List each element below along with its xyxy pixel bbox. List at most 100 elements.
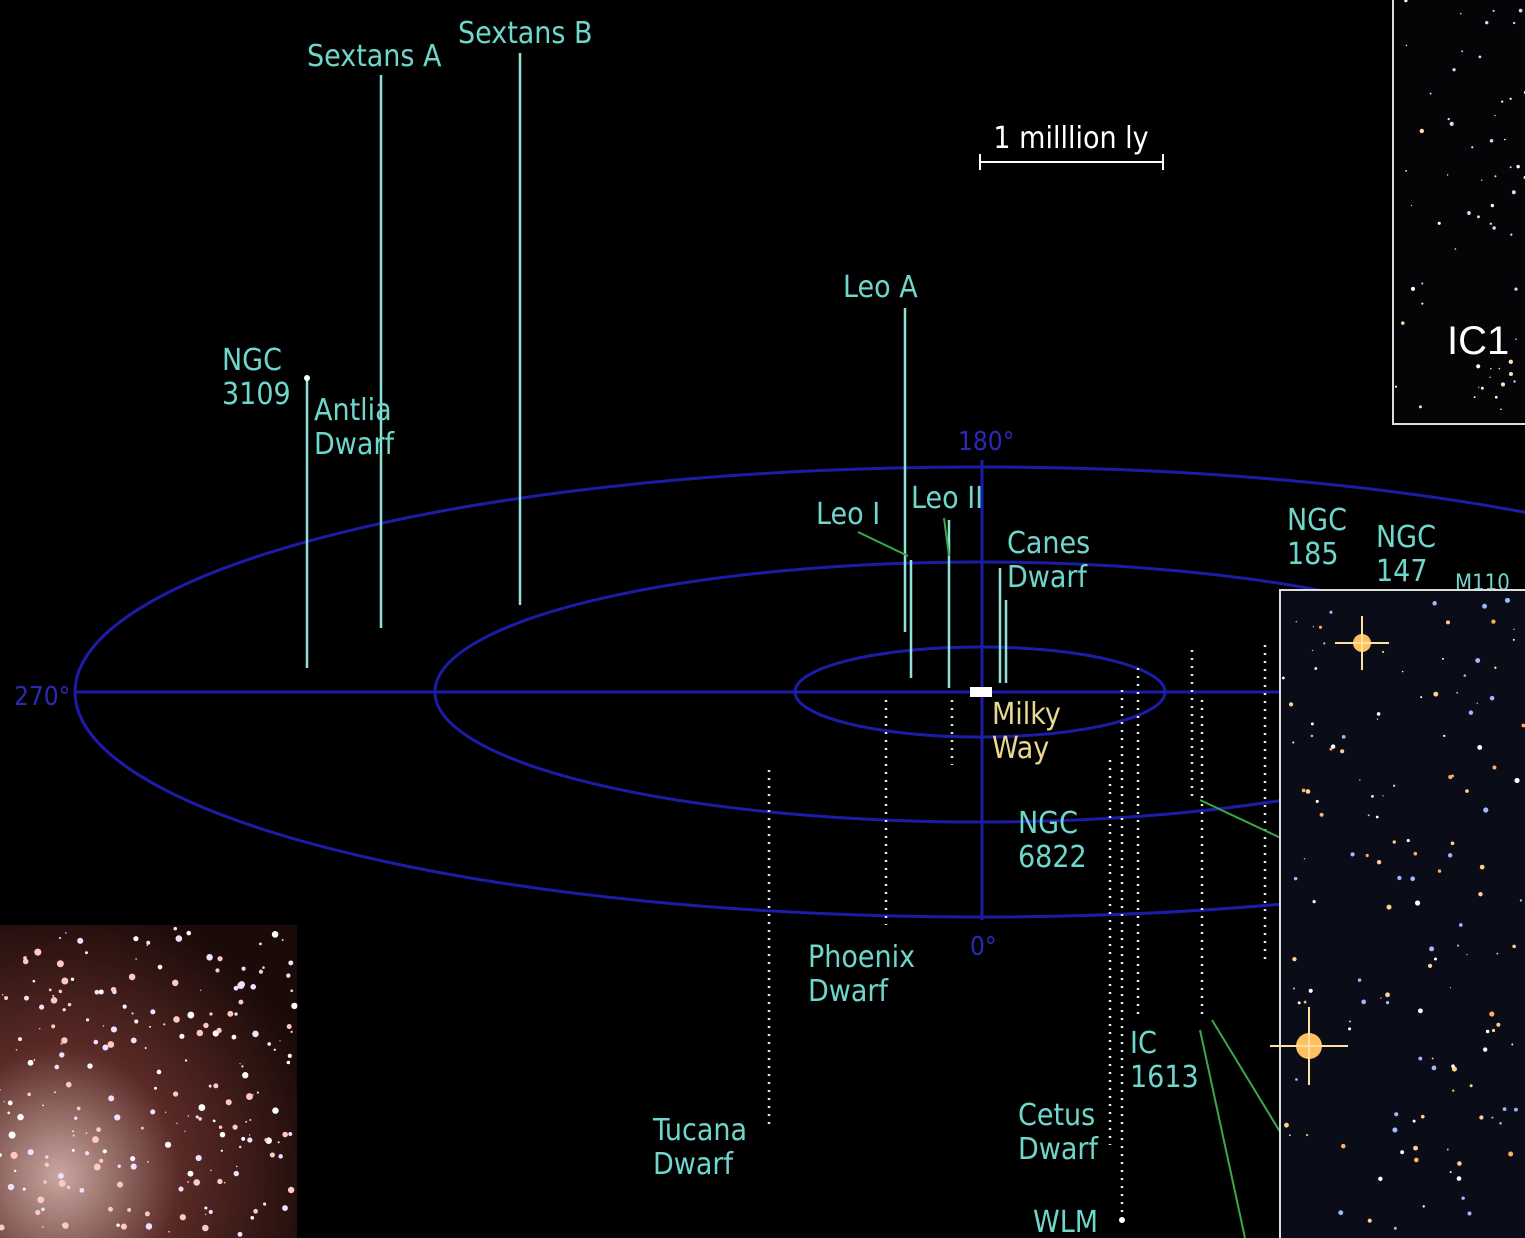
- star: [1433, 957, 1437, 961]
- star: [102, 1044, 109, 1051]
- star: [1314, 667, 1318, 670]
- star: [195, 1115, 199, 1119]
- star: [1513, 628, 1515, 631]
- star: [54, 1064, 60, 1070]
- star: [52, 994, 55, 997]
- star: [1477, 215, 1480, 219]
- star: [1456, 944, 1460, 947]
- star: [1508, 359, 1513, 364]
- star: [117, 1164, 121, 1168]
- star: [1456, 691, 1459, 694]
- star: [99, 1158, 104, 1163]
- star: [58, 989, 63, 994]
- star: [208, 1209, 213, 1215]
- star: [1394, 385, 1398, 388]
- star: [23, 995, 29, 1001]
- star: [1303, 858, 1306, 860]
- star: [15, 1049, 18, 1051]
- star: [1510, 233, 1513, 236]
- milky-way-marker: [970, 687, 992, 697]
- star: [1330, 744, 1336, 749]
- star: [1427, 963, 1433, 968]
- star: [120, 1223, 127, 1230]
- star: [198, 1104, 206, 1111]
- star: [1491, 619, 1496, 624]
- star: [1446, 1148, 1449, 1151]
- star: [1414, 1157, 1419, 1163]
- star: [216, 1027, 222, 1034]
- star: [0, 1224, 5, 1231]
- star: [1312, 900, 1316, 904]
- star: [34, 948, 42, 956]
- star: [1496, 952, 1499, 955]
- star: [1521, 723, 1525, 728]
- star: [1478, 891, 1483, 897]
- star: [35, 1209, 41, 1216]
- angle-label: 180°: [958, 427, 1014, 457]
- star: [1350, 852, 1355, 857]
- star: [247, 1137, 253, 1143]
- star: [1459, 12, 1462, 15]
- star: [1292, 987, 1296, 990]
- star: [1490, 368, 1492, 370]
- star: [1461, 50, 1464, 53]
- galaxy-label: Canes: [1007, 526, 1090, 561]
- star: [27, 1092, 31, 1097]
- star: [1465, 789, 1469, 793]
- star: [1281, 676, 1285, 680]
- inset-frame: [0, 925, 297, 1238]
- star: [1319, 812, 1324, 817]
- star: [1498, 367, 1501, 370]
- star: [278, 1154, 283, 1159]
- galaxy-label: Sextans B: [458, 16, 593, 51]
- star: [1479, 864, 1485, 870]
- star: [212, 1119, 216, 1123]
- star: [259, 942, 262, 946]
- star: [110, 986, 117, 993]
- star: [223, 1181, 226, 1184]
- star: [1400, 1150, 1405, 1155]
- star: [62, 1008, 66, 1012]
- star: [1406, 838, 1410, 843]
- pointer: [1211, 1019, 1286, 1141]
- inset-frame: [1392, 0, 1525, 425]
- star: [1518, 8, 1523, 13]
- star: [144, 1046, 147, 1050]
- star: [1504, 597, 1510, 603]
- star: [289, 1188, 292, 1191]
- star: [1466, 953, 1468, 956]
- star: [237, 982, 245, 990]
- star: [281, 938, 284, 941]
- star: [173, 926, 178, 931]
- star: [1445, 620, 1450, 625]
- star: [54, 1091, 56, 1094]
- star: [288, 960, 294, 966]
- star: [157, 964, 163, 970]
- star: [96, 1127, 101, 1133]
- star: [1295, 1078, 1298, 1081]
- star: [1341, 735, 1346, 739]
- star: [1512, 638, 1515, 641]
- star: [67, 1002, 72, 1007]
- star: [59, 1052, 65, 1058]
- star: [239, 1063, 241, 1065]
- star: [1310, 722, 1314, 726]
- star: [94, 989, 100, 995]
- star: [3, 1100, 5, 1103]
- galaxy-label: Dwarf: [808, 974, 889, 1009]
- star: [71, 1148, 75, 1152]
- star: [130, 1156, 136, 1162]
- star: [1508, 1151, 1514, 1157]
- star: [241, 1065, 244, 1068]
- star: [1447, 117, 1450, 121]
- star: [187, 1181, 189, 1183]
- galaxy-label: NGC: [1376, 520, 1436, 555]
- star: [282, 1205, 288, 1211]
- star: [1371, 794, 1374, 798]
- star: [1412, 1119, 1416, 1123]
- star: [1311, 649, 1314, 652]
- star: [1480, 386, 1484, 390]
- galaxy-label: Sextans A: [307, 39, 442, 74]
- star: [1489, 138, 1494, 143]
- star: [1452, 1089, 1455, 1092]
